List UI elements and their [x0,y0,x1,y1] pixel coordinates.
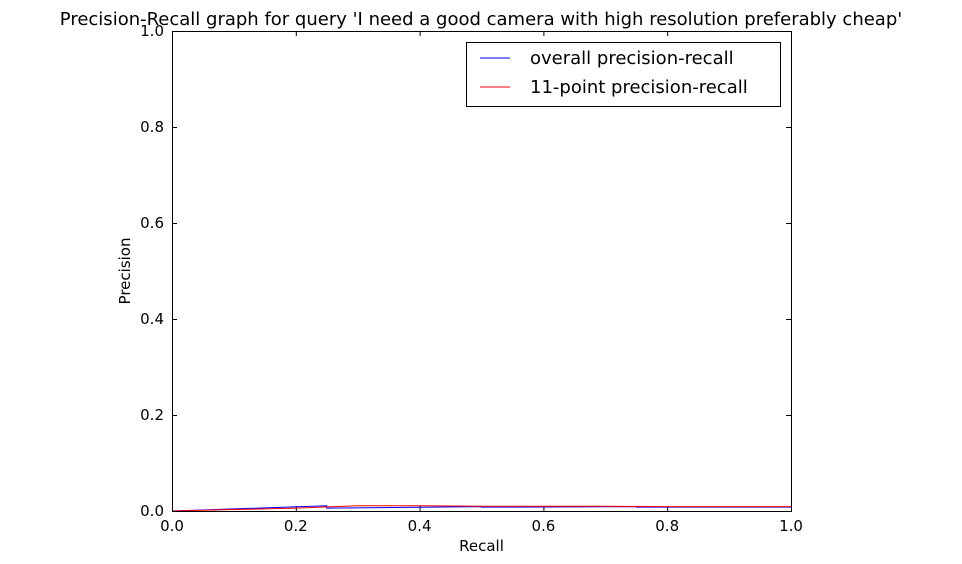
series [171,505,791,512]
x-tick-label: 1.0 [779,517,803,535]
y-tick-label: 0.0 [140,502,164,520]
legend-box [466,42,781,107]
plot-area [172,31,791,511]
x-tick-label: 0.0 [160,517,184,535]
y-tick-label: 0.8 [140,118,164,136]
series-line-2 [171,505,791,512]
legend: overall precision-recall 11-point precisi… [466,42,781,107]
x-tick-label: 0.4 [408,517,432,535]
chart-title: Precision-Recall graph for query 'I need… [60,9,902,30]
x-tick-label: 0.6 [531,517,555,535]
y-tick-label: 0.6 [140,214,164,232]
y-tick-label: 1.0 [140,22,164,40]
x-tick-label: 0.2 [284,517,308,535]
y-tick-label: 0.4 [140,310,164,328]
y-tick-label: 0.2 [140,406,164,424]
legend-label-1: overall precision-recall [530,48,734,69]
ticks: 0.0 0.2 0.4 0.6 0.8 1.0 0.0 0.2 0.4 0.6 0.8 1.0 [140,22,803,535]
y-axis-label: Precision [116,238,134,305]
x-axis-label: Recall [459,537,504,555]
legend-label-2: 11-point precision-recall [530,77,748,98]
x-tick-label: 0.8 [655,517,679,535]
series-line-1 [171,505,791,512]
plot-frame [172,31,792,512]
